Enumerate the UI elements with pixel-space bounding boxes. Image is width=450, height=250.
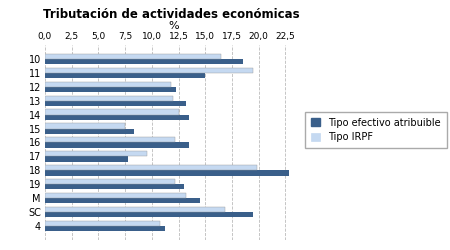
Bar [45,87,176,92]
Bar [45,101,186,106]
Bar [45,226,165,231]
Bar [45,54,221,59]
Text: Tributación de actividades económicas: Tributación de actividades económicas [43,8,299,20]
Bar [45,82,171,87]
Bar [45,198,200,203]
Legend: Tipo efectivo atribuible, Tipo IRPF: Tipo efectivo atribuible, Tipo IRPF [305,112,447,148]
Bar [45,128,134,134]
Bar [45,184,184,190]
Bar [45,123,125,128]
Bar [45,142,189,148]
Bar [45,193,186,198]
Bar [45,96,173,101]
Bar [45,207,225,212]
Bar [45,68,253,73]
Bar [45,170,288,175]
Bar [45,165,256,170]
Bar [45,220,160,226]
Bar [45,137,176,142]
Bar [45,73,205,78]
Bar [45,59,243,64]
X-axis label: %: % [168,21,179,31]
Bar [45,179,176,184]
Bar [45,115,189,120]
Bar [45,212,253,217]
Bar [45,151,147,156]
Bar [45,156,128,162]
Bar [45,110,179,115]
